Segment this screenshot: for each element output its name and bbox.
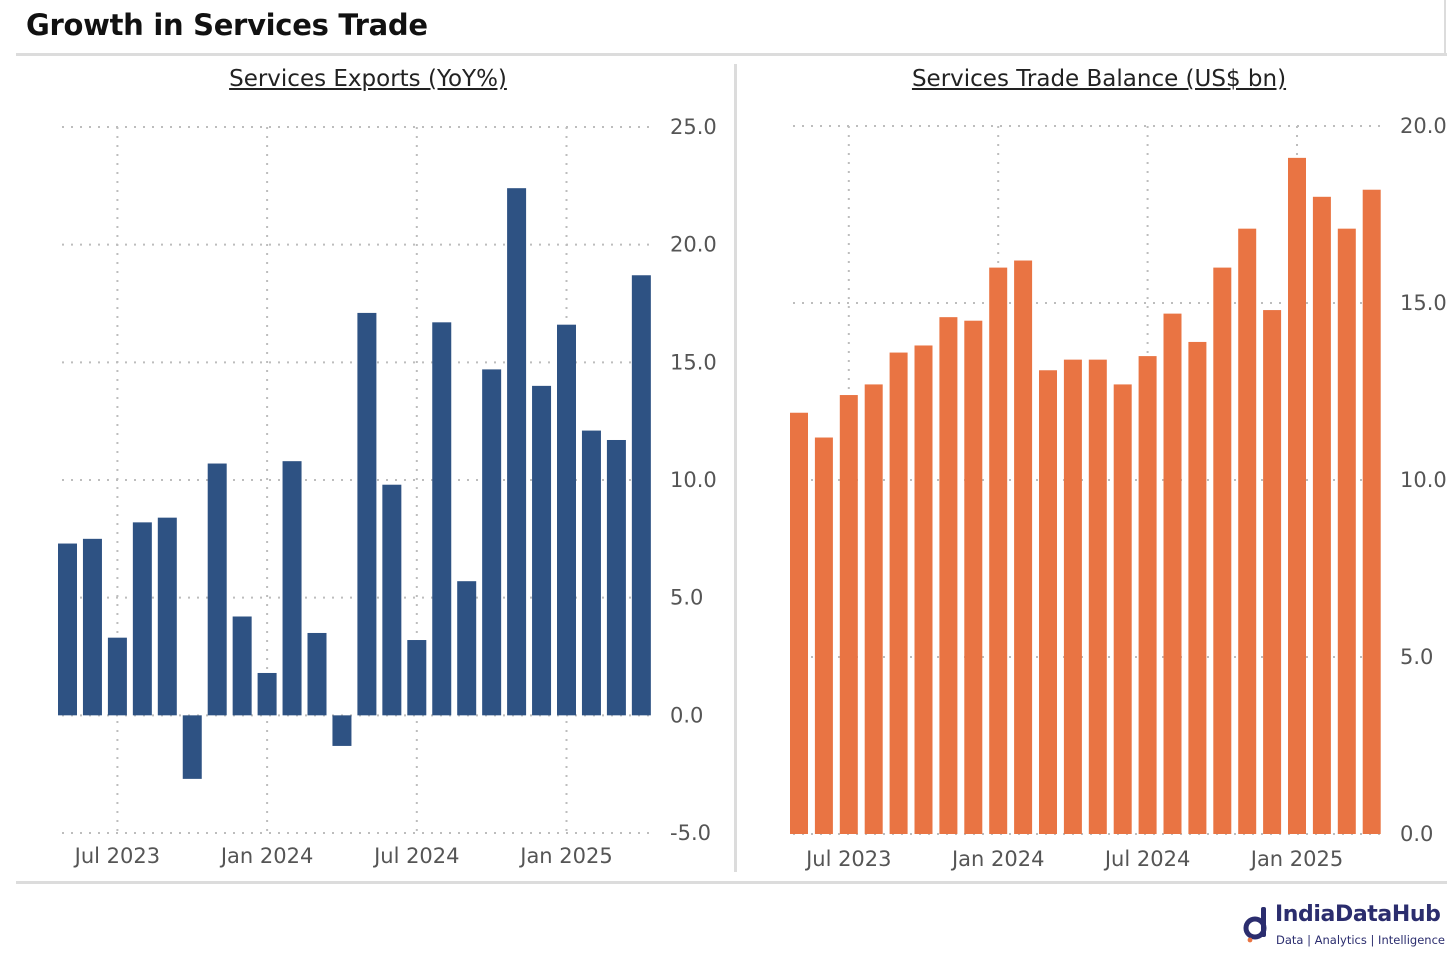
exports-bar [332,715,352,746]
exports-xtick-label: Jul 2023 [73,844,160,868]
balance-xtick-label: Jul 2024 [1103,847,1190,871]
exports-ytick-label: -5.0 [670,821,711,845]
exports-ytick-label: 15.0 [670,350,717,374]
chart-title-exports: Services Exports (YoY%) [229,66,507,92]
exports-bar [282,461,302,716]
balance-bar [1288,157,1306,835]
balance-bar [914,345,933,834]
exports-ytick-label: 10.0 [670,468,717,492]
balance-bar [964,320,983,834]
balance-bar [864,384,883,834]
title-divider [16,53,1447,56]
balance-bar [1337,228,1356,834]
exports-bar [482,369,502,716]
exports-ytick-label: 25.0 [670,115,717,139]
exports-bar [157,517,177,716]
exports-bar [82,538,102,716]
balance-bar [1163,313,1182,834]
balance-xtick-label: Jan 2024 [950,847,1045,871]
exports-bar [107,637,127,716]
balance-ytick-label: 10.0 [1400,468,1447,492]
balance-bar [814,437,833,834]
panel-divider [734,64,737,872]
exports-bar [532,385,552,716]
exports-bar [382,484,402,716]
balance-bar [1213,267,1232,835]
brand-logo: IndiaDataHub Data | Analytics | Intellig… [1242,902,1448,954]
exports-bar [182,715,202,779]
exports-bar [407,640,427,716]
balance-bar [989,267,1008,835]
exports-bar [232,616,252,716]
balance-bar [1238,228,1257,834]
brand-tagline: Data | Analytics | Intelligence [1276,933,1445,947]
balance-ytick-label: 0.0 [1400,822,1433,846]
balance-ytick-label: 20.0 [1400,114,1447,138]
exports-xtick-label: Jan 2025 [518,844,613,868]
exports-bar [457,581,477,716]
exports-bar [257,672,277,716]
balance-bar [839,395,858,834]
exports-bar [307,632,327,716]
balance-bar [1263,310,1282,835]
balance-bar [1039,370,1057,834]
page-edge [1444,0,1446,56]
balance-bar [1312,196,1331,835]
page-title: Growth in Services Trade [26,8,428,42]
footer-divider [16,881,1447,884]
chart-title-balance: Services Trade Balance (US$ bn) [911,66,1287,92]
balance-xtick-label: Jul 2023 [804,847,891,871]
exports-bar [581,430,601,716]
balance-bar [1113,384,1132,834]
balance-ytick-label: 15.0 [1400,291,1447,315]
balance-bar [790,412,808,834]
balance-xtick-label: Jan 2025 [1249,847,1344,871]
balance-bar [1088,359,1107,834]
balance-bar [1063,359,1082,834]
exports-xtick-label: Jul 2024 [372,844,459,868]
exports-bar [507,188,527,716]
balance-bar [1362,189,1381,835]
balance-bar [1138,356,1157,834]
exports-xtick-label: Jan 2024 [219,844,314,868]
balance-bar [1188,341,1207,834]
exports-bar [132,522,152,716]
exports-bar [357,312,377,716]
balance-bar [939,317,958,834]
exports-ytick-label: 0.0 [670,703,703,727]
exports-bar [557,324,576,716]
balance-bar [889,352,908,834]
exports-bar [207,463,227,716]
exports-bar [432,322,452,716]
balance-ytick-label: 5.0 [1400,645,1433,669]
exports-bar [631,275,651,716]
brand-name: IndiaDataHub [1275,902,1441,927]
balance-bar [1014,260,1033,834]
exports-ytick-label: 5.0 [670,586,703,610]
exports-bar [606,439,626,716]
brand-mark-icon [1243,907,1267,943]
exports-ytick-label: 20.0 [670,233,717,257]
exports-bar [58,543,77,716]
